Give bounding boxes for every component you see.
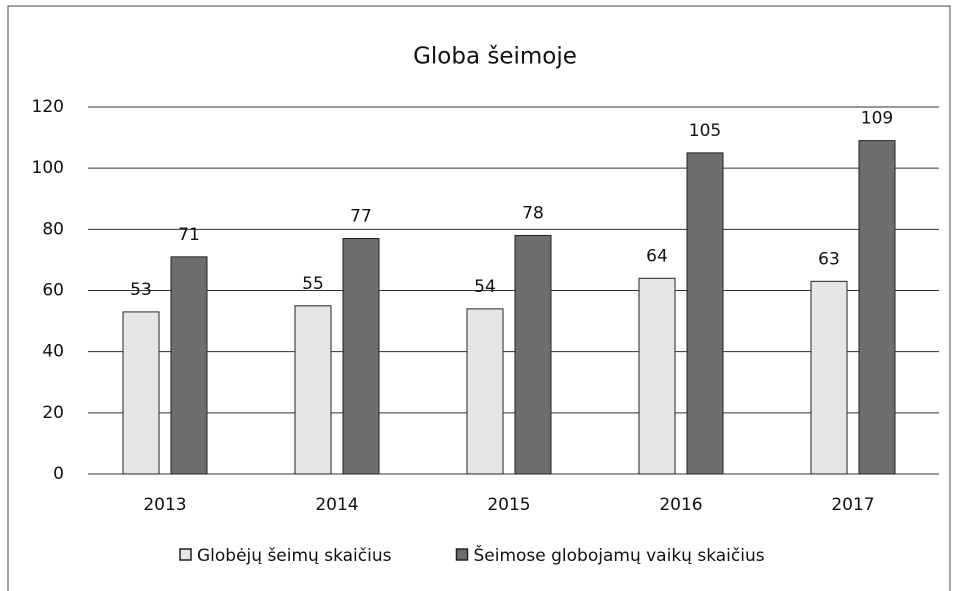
bar [170,256,208,475]
data-label: 54 [474,277,496,297]
x-tick-label: 2015 [487,495,530,515]
chart-title: Globa šeimoje [413,44,577,70]
bar [294,305,332,475]
bar [466,308,504,475]
data-label: 53 [130,280,152,300]
bar [858,140,896,475]
y-tick-label: 20 [42,403,64,423]
x-tick-label: 2016 [659,495,702,515]
y-tick-label: 40 [42,342,64,362]
legend-marker [455,548,469,561]
y-tick-label: 0 [53,464,64,484]
bar [810,280,848,475]
legend-marker [179,548,192,561]
data-label: 78 [522,203,544,223]
y-tick-label: 120 [32,97,64,117]
chart-frame [7,5,951,591]
legend-label: Šeimose globojamų vaikų skaičius [473,544,764,566]
data-label: 77 [350,207,372,227]
bar [686,152,724,475]
data-label: 63 [818,249,840,269]
data-label: 109 [861,109,893,129]
bar [342,238,380,475]
bar [638,277,676,475]
x-tick-label: 2017 [831,495,874,515]
y-tick-label: 60 [42,281,64,301]
bar [514,234,552,475]
y-tick-label: 80 [42,219,64,239]
data-label: 64 [646,246,668,266]
data-label: 105 [689,121,721,141]
data-label: 71 [178,225,200,245]
bar [122,311,160,475]
legend-label: Globėjų šeimų skaičius [197,546,392,566]
y-tick-label: 100 [32,158,64,178]
x-tick-label: 2013 [143,495,186,515]
x-tick-label: 2014 [315,495,358,515]
data-label: 55 [302,274,324,294]
